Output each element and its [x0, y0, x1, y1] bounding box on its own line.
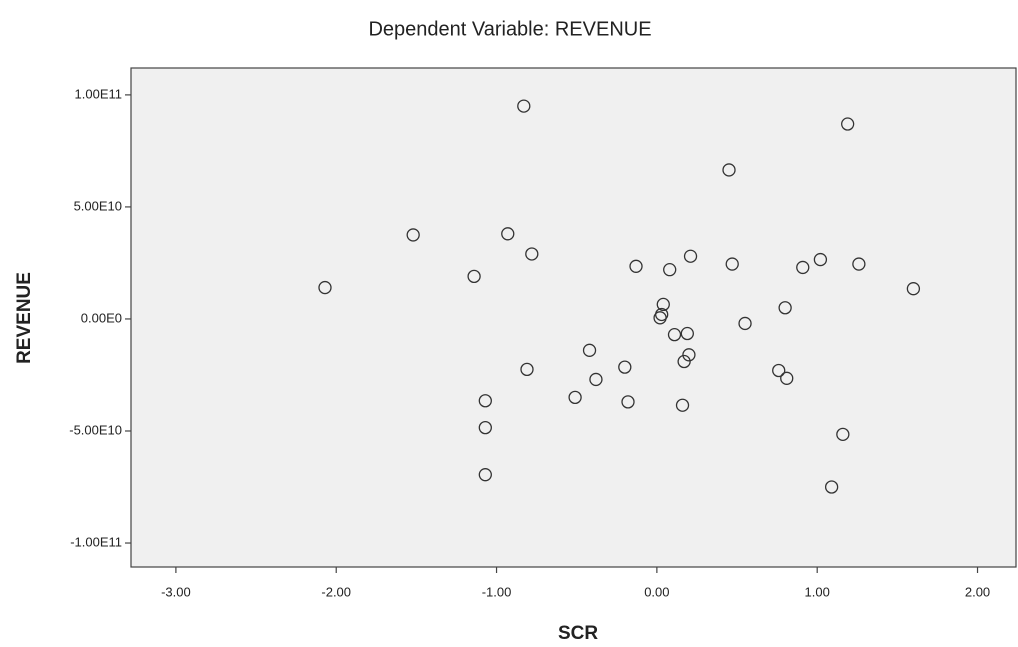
x-tick-label: 1.00: [805, 584, 830, 599]
y-tick-label: 0.00E0: [81, 310, 122, 325]
y-tick-label: 5.00E10: [74, 198, 122, 213]
y-tick-label: 1.00E11: [75, 86, 122, 101]
x-tick-label: 0.00: [644, 584, 669, 599]
x-tick-label: -1.00: [482, 584, 512, 599]
x-tick-label: 2.00: [965, 584, 990, 599]
y-axis-label: REVENUE: [14, 272, 35, 364]
y-tick-label: -1.00E11: [70, 534, 122, 549]
x-tick-label: -2.00: [321, 584, 351, 599]
x-tick-label: -3.00: [161, 584, 191, 599]
chart: Dependent Variable: REVENUE SCR REVENUE …: [0, 0, 1018, 647]
chart-title: Dependent Variable: REVENUE: [368, 18, 651, 40]
y-tick-label: -5.00E10: [69, 422, 122, 437]
x-axis-label: SCR: [558, 623, 598, 644]
plot-area: [131, 68, 1016, 567]
